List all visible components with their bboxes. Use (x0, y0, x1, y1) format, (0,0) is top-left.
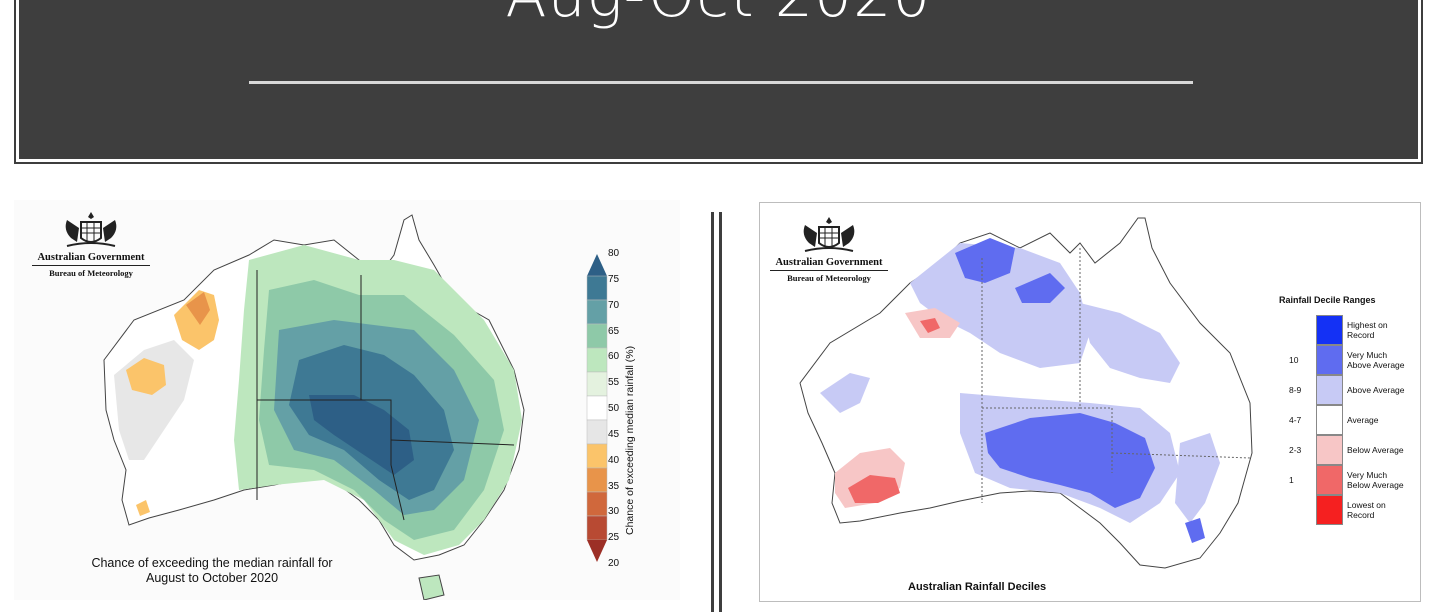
colorbar-segment (586, 395, 608, 421)
gov-rule (770, 270, 888, 271)
legend-range: 1 (1289, 475, 1294, 485)
legend-range: 2-3 (1289, 445, 1302, 455)
legend-label: Average (1347, 415, 1379, 425)
colorbar-segment (586, 515, 608, 541)
legend-label: Above Average (1347, 385, 1405, 395)
government-logo: Australian Government Bureau of Meteorol… (32, 210, 150, 278)
legend-swatch (1316, 405, 1343, 435)
banner-title: Aug-Oct 2020 (19, 0, 1418, 31)
bureau-name: Bureau of Meteorology (787, 273, 871, 283)
australia-outlook-map-graphic (103, 214, 525, 600)
colorbar-tick-label: 55 (608, 377, 620, 389)
colorbar-segment (586, 299, 608, 325)
legend-swatch (1316, 345, 1343, 375)
legend-label: Below Average (1347, 445, 1404, 455)
gov-name: Australian Government (775, 257, 883, 268)
legend-swatch (1316, 435, 1343, 465)
colorbar-tick-label: 75 (608, 273, 620, 285)
title-banner: Aug-Oct 2020 (14, 0, 1423, 164)
colorbar-tick-label: 45 (608, 428, 620, 440)
colorbar-tick-label: 70 (608, 299, 620, 311)
map-caption: Chance of exceeding the median rainfall … (64, 556, 360, 586)
colorbar-tick-label: 65 (608, 325, 620, 337)
colorbar-segment (586, 347, 608, 373)
map-caption: Australian Rainfall Deciles (908, 581, 1047, 593)
legend-range: 4-7 (1289, 415, 1302, 425)
legend-range: 8-9 (1289, 385, 1302, 395)
legend-label: Lowest on Record (1347, 500, 1386, 520)
colorbar-title: Chance of exceeding median rainfall (%) (624, 345, 636, 535)
legend-swatch (1316, 465, 1343, 495)
legend-swatch (1316, 495, 1343, 525)
colorbar-segment (586, 419, 608, 445)
legend-title: Rainfall Decile Ranges (1279, 295, 1376, 305)
colorbar-segment (586, 371, 608, 397)
legend-label: Very Much Above Average (1347, 350, 1405, 370)
colorbar-tick-label: 50 (608, 403, 620, 414)
legend-label: Very Much Below Average (1347, 470, 1404, 490)
gov-rule (32, 265, 150, 266)
gov-name: Australian Government (37, 252, 145, 263)
government-logo: Australian Government Bureau of Meteorol… (770, 215, 888, 283)
colorbar-bottom-arrow (587, 540, 607, 562)
panel-divider (711, 212, 714, 612)
caption-line-2: August to October 2020 (145, 571, 279, 585)
colorbar-tick-label: 30 (608, 506, 620, 518)
legend-label: Highest on Record (1347, 320, 1388, 340)
banner-rule (249, 81, 1193, 84)
colorbar-segment (586, 275, 608, 301)
bureau-name: Bureau of Meteorology (49, 268, 133, 278)
legend-range: 10 (1289, 355, 1299, 365)
australia-deciles-map-graphic (799, 217, 1253, 569)
colorbar-segment (586, 323, 608, 349)
rainfall-deciles-map: Australian Government Bureau of Meteorol… (759, 202, 1421, 602)
colorbar-tick-label: 40 (608, 454, 620, 466)
caption-line-1: Chance of exceeding the median rainfall … (91, 556, 333, 570)
coat-of-arms-icon (803, 217, 855, 252)
colorbar-tick-label: 60 (608, 351, 620, 363)
colorbar-segment (586, 443, 608, 469)
colorbar-tick-label: 20 (608, 558, 620, 569)
coat-of-arms-icon (65, 212, 117, 247)
colorbar-tick-label: 80 (608, 248, 620, 259)
colorbar-tick-label: 35 (608, 480, 620, 492)
colorbar-top-arrow (587, 254, 607, 276)
panel-divider (719, 212, 722, 612)
colorbar-segment (586, 467, 608, 493)
colorbar-tick-label: 25 (608, 532, 620, 544)
legend-swatch (1316, 375, 1343, 405)
colorbar-segment (586, 491, 608, 517)
colorbar (586, 254, 608, 562)
legend-swatch (1316, 315, 1343, 345)
rainfall-outlook-map: Australian Government Bureau of Meteorol… (14, 200, 680, 600)
